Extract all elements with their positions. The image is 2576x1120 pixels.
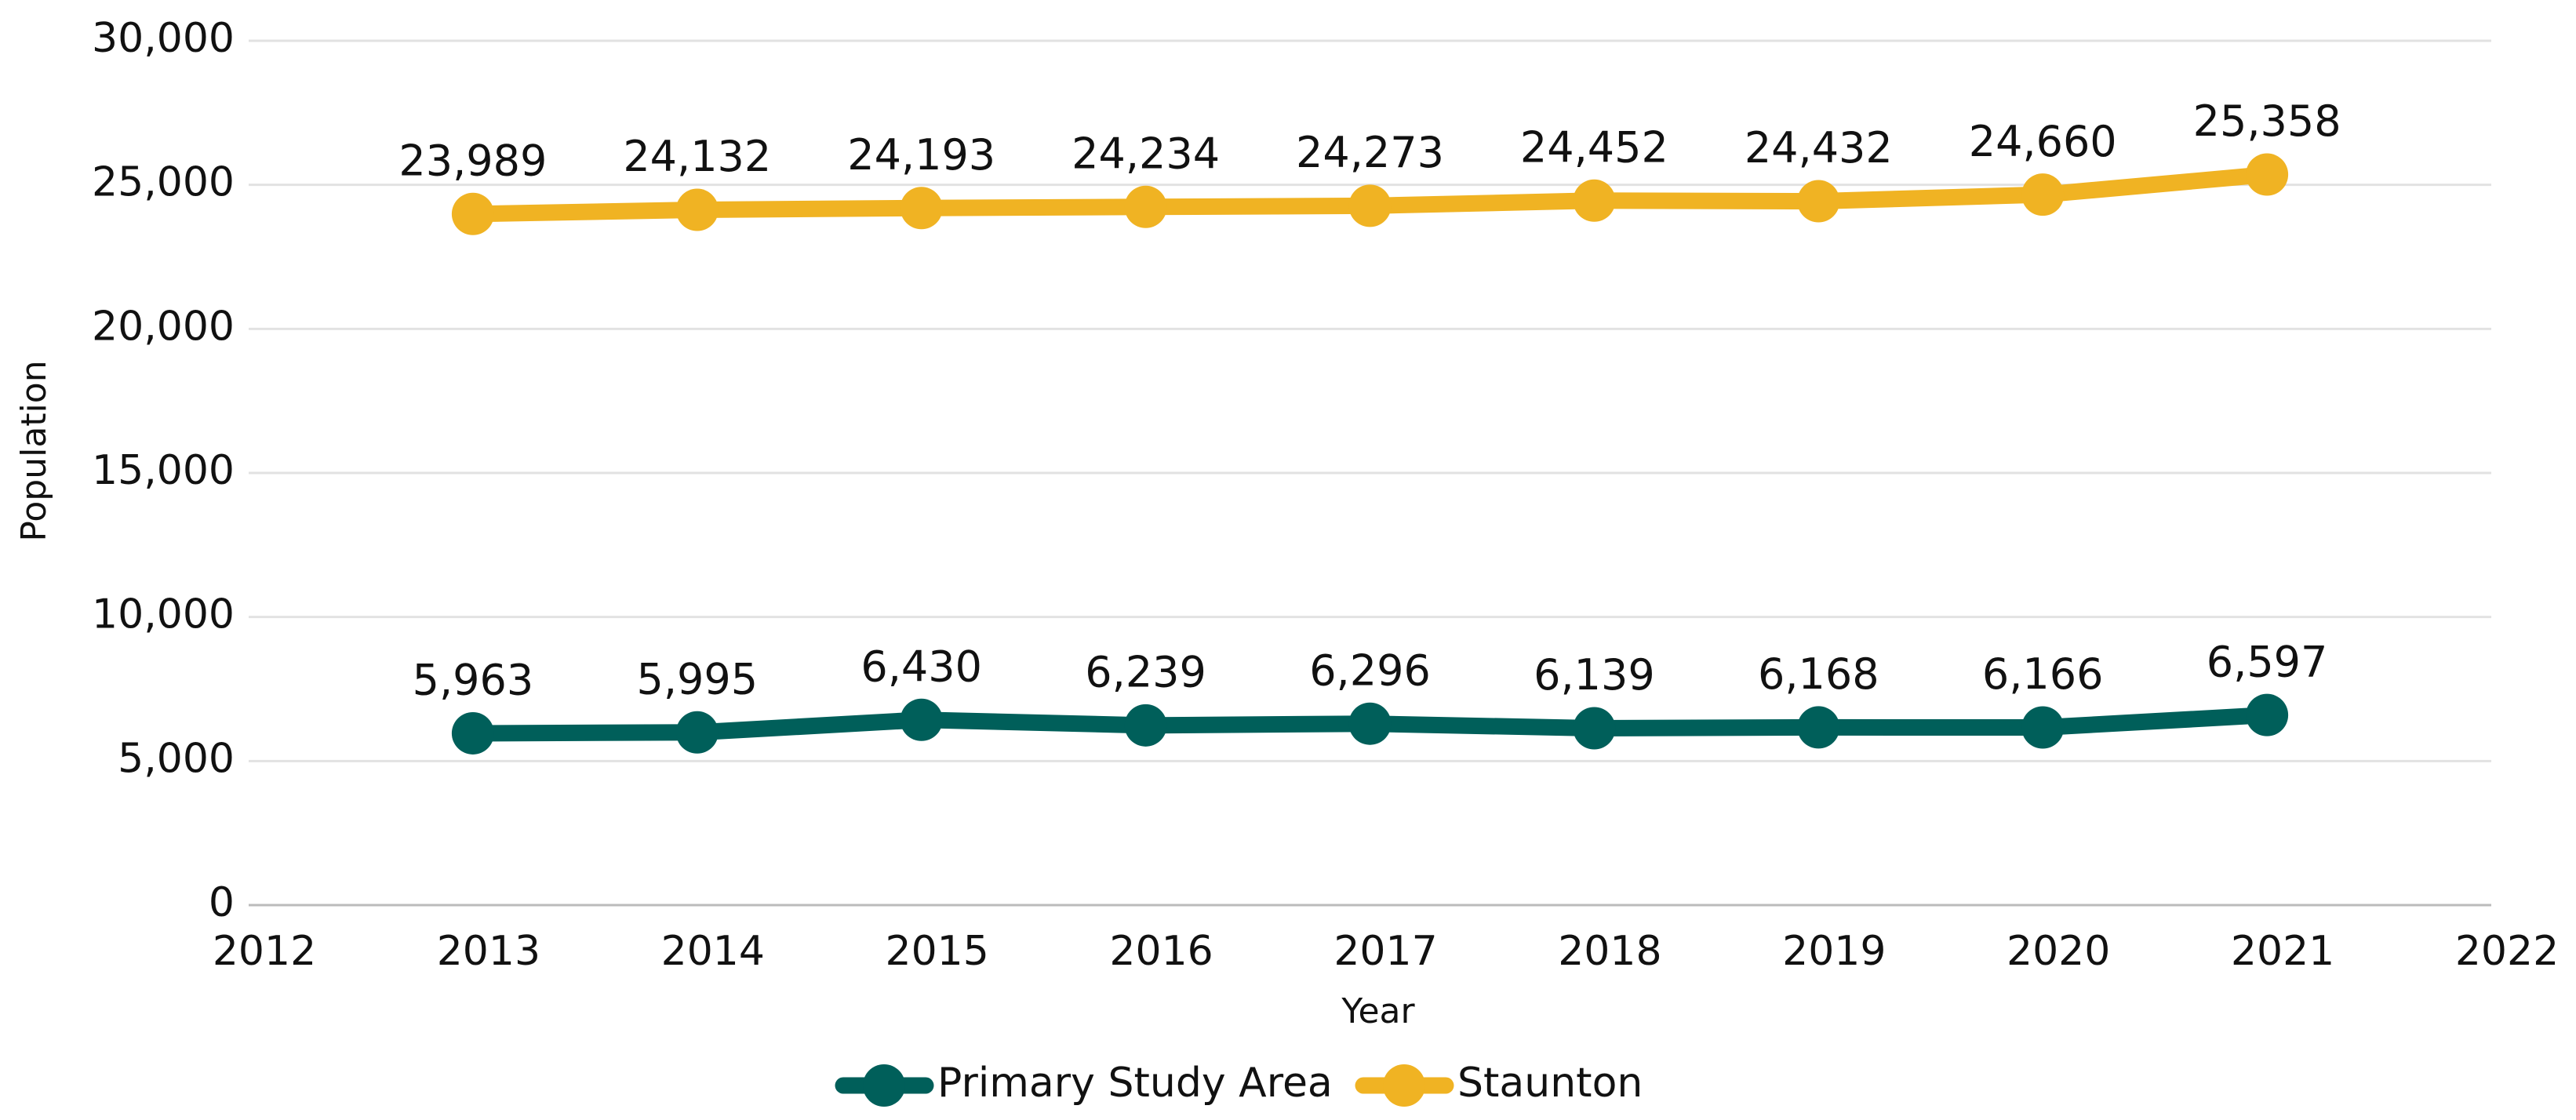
data-point xyxy=(1124,185,1167,228)
data-point xyxy=(2021,173,2065,216)
data-label: 6,166 xyxy=(1982,649,2104,699)
data-point xyxy=(2246,693,2289,736)
data-label: 24,193 xyxy=(847,130,995,180)
y-tick-label: 25,000 xyxy=(92,159,235,206)
data-label: 25,358 xyxy=(2193,96,2341,146)
data-label: 24,132 xyxy=(623,132,771,181)
data-label: 5,963 xyxy=(413,656,534,705)
y-tick-label: 30,000 xyxy=(92,15,235,62)
data-label: 6,168 xyxy=(1758,649,1879,699)
data-label: 24,452 xyxy=(1520,122,1668,172)
data-point xyxy=(675,711,719,754)
y-tick-label: 20,000 xyxy=(92,303,235,350)
data-label: 24,234 xyxy=(1072,129,1220,178)
data-point xyxy=(1348,184,1392,227)
data-label: 6,239 xyxy=(1085,647,1206,696)
data-label: 24,660 xyxy=(1969,117,2117,166)
x-axis-title: Year xyxy=(1341,991,1415,1031)
y-tick-label: 10,000 xyxy=(92,591,235,638)
data-point xyxy=(1348,702,1392,745)
x-tick-label: 2018 xyxy=(1558,928,1661,975)
legend-marker xyxy=(863,1064,905,1107)
data-point xyxy=(900,187,943,230)
x-tick-label: 2014 xyxy=(661,928,765,975)
x-tick-label: 2022 xyxy=(2455,928,2559,975)
data-label: 6,430 xyxy=(860,642,982,691)
data-label: 6,597 xyxy=(2207,637,2328,686)
legend-label: Primary Study Area xyxy=(937,1060,1333,1107)
data-point xyxy=(1573,707,1616,750)
data-point xyxy=(1124,704,1167,747)
data-point xyxy=(451,192,494,235)
legend-label: Staunton xyxy=(1457,1060,1643,1107)
data-point xyxy=(2021,706,2065,749)
y-axis-title: Population xyxy=(14,360,54,541)
data-point xyxy=(675,188,719,231)
data-label: 23,989 xyxy=(398,136,547,185)
x-tick-label: 2020 xyxy=(2007,928,2110,975)
x-tick-label: 2016 xyxy=(1109,928,1213,975)
data-point xyxy=(1797,706,1840,749)
data-point xyxy=(1797,180,1840,223)
data-label: 24,432 xyxy=(1745,123,1893,173)
data-label: 5,995 xyxy=(637,654,759,704)
legend-marker xyxy=(1383,1064,1425,1107)
x-tick-label: 2012 xyxy=(213,928,316,975)
y-tick-label: 0 xyxy=(209,879,235,926)
data-label: 24,273 xyxy=(1296,128,1444,177)
x-tick-label: 2013 xyxy=(437,928,540,975)
data-label: 6,296 xyxy=(1309,645,1431,695)
y-tick-label: 15,000 xyxy=(92,447,235,494)
y-tick-label: 5,000 xyxy=(118,735,235,782)
x-tick-label: 2015 xyxy=(886,928,989,975)
data-label: 6,139 xyxy=(1534,650,1655,700)
x-tick-label: 2021 xyxy=(2231,928,2334,975)
data-point xyxy=(1573,179,1616,222)
data-point xyxy=(451,711,494,755)
x-tick-label: 2017 xyxy=(1333,928,1437,975)
data-point xyxy=(900,698,943,741)
data-point xyxy=(2246,153,2289,196)
x-tick-label: 2019 xyxy=(1782,928,1886,975)
